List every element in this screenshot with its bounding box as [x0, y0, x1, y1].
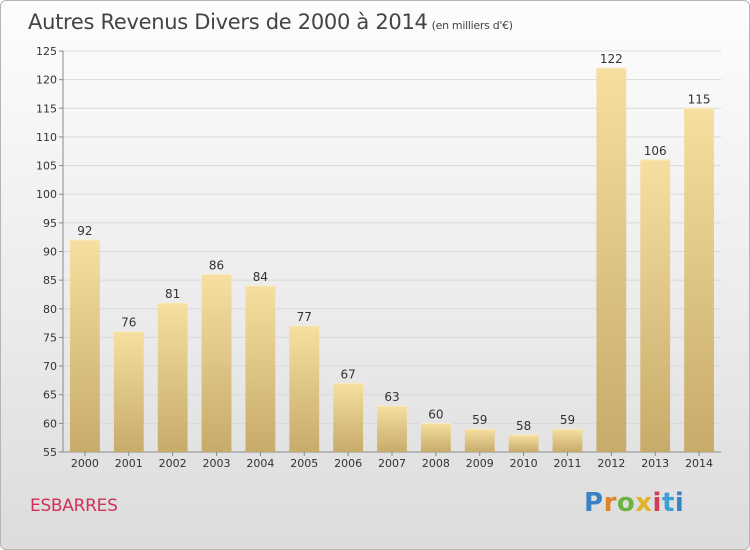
bar-value-label: 84 [253, 270, 268, 284]
bar [552, 429, 583, 452]
bar [596, 68, 627, 452]
bar-value-label: 58 [516, 419, 531, 433]
bar-value-label: 59 [560, 413, 575, 427]
y-tick-label: 65 [43, 389, 57, 402]
bar [464, 429, 495, 452]
chart-title: Autres Revenus Divers de 2000 à 2014 (en … [28, 10, 513, 34]
y-tick-label: 90 [43, 246, 57, 259]
bar-value-label: 76 [121, 316, 136, 330]
x-tick-label: 2011 [553, 457, 581, 470]
bar [201, 274, 232, 452]
y-tick-label: 100 [36, 188, 57, 201]
logo-letter: o [616, 488, 636, 518]
bar [377, 406, 407, 452]
y-tick-label: 115 [36, 102, 57, 115]
bar-value-label: 115 [688, 92, 711, 106]
bar [289, 325, 320, 452]
bar-value-label: 63 [384, 390, 399, 404]
x-tick-label: 2012 [597, 457, 625, 470]
bar-value-label: 59 [472, 413, 487, 427]
bar [113, 331, 144, 452]
x-tick-label: 2001 [115, 457, 143, 470]
bar [420, 423, 451, 452]
bar [157, 303, 188, 452]
y-tick-label: 125 [36, 45, 57, 58]
bar [508, 434, 539, 452]
bar-value-label: 92 [77, 224, 92, 238]
x-tick-label: 2008 [422, 457, 450, 470]
bar [684, 108, 714, 453]
y-tick-label: 110 [36, 131, 57, 144]
x-tick-label: 2000 [71, 457, 99, 470]
x-tick-label: 2009 [466, 457, 494, 470]
title-unit: (en milliers d'€) [431, 19, 513, 32]
bar [640, 159, 671, 453]
bar-value-label: 77 [297, 310, 312, 324]
x-tick-label: 2004 [246, 457, 274, 470]
y-tick-label: 70 [43, 360, 57, 373]
x-tick-label: 2007 [378, 457, 406, 470]
x-tick-label: 2003 [203, 457, 231, 470]
bar-value-label: 60 [428, 407, 443, 421]
x-tick-label: 2006 [334, 457, 362, 470]
y-tick-label: 95 [43, 217, 57, 230]
y-tick-label: 120 [36, 74, 57, 87]
x-tick-label: 2014 [685, 457, 713, 470]
bar-value-label: 86 [209, 258, 224, 272]
x-tick-label: 2010 [510, 457, 538, 470]
logo-letter: x [635, 488, 653, 518]
x-tick-label: 2005 [290, 457, 318, 470]
y-tick-label: 75 [43, 331, 57, 344]
proxiti-logo: Proxiti [584, 488, 684, 518]
y-tick-label: 60 [43, 417, 57, 430]
commune-name: ESBARRES [30, 496, 118, 516]
data-labels: 92 76 81 86 84 77 67 63 60 59 58 59 122 106 115 [77, 52, 710, 433]
title-text: Autres Revenus Divers de 2000 à 2014 [28, 10, 428, 34]
y-tick-label: 80 [43, 303, 57, 316]
logo-letter: P [584, 488, 604, 518]
logo-letter: i [674, 488, 685, 518]
bar-value-label: 106 [644, 144, 667, 158]
y-tick-label: 105 [36, 160, 57, 173]
y-tick-label: 55 [43, 446, 57, 459]
bar [70, 240, 100, 452]
logo-letter: t [661, 488, 675, 518]
x-tick-label: 2013 [641, 457, 669, 470]
x-tick-label: 2002 [159, 457, 187, 470]
bar-value-label: 81 [165, 287, 180, 301]
logo-letter: r [603, 488, 617, 518]
logo-letter: i [652, 488, 662, 518]
bars [70, 67, 714, 453]
bar-value-label: 67 [340, 367, 355, 381]
y-tick-label: 85 [43, 274, 57, 287]
bar [333, 383, 364, 452]
bar [245, 285, 276, 452]
bar-value-label: 122 [600, 52, 623, 66]
